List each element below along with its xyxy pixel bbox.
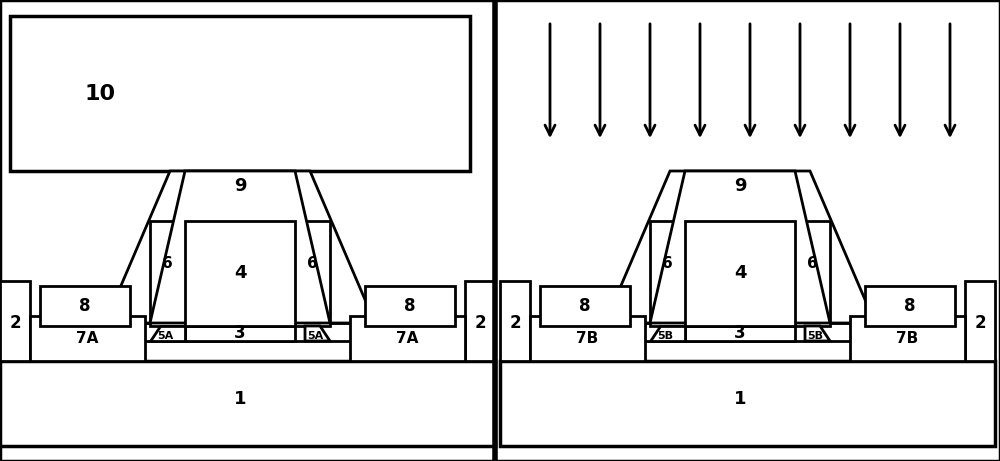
Text: 6: 6 (807, 256, 818, 271)
Text: 2: 2 (474, 314, 486, 332)
Polygon shape (150, 326, 185, 341)
Text: 6: 6 (662, 256, 673, 271)
Text: 8: 8 (79, 297, 91, 315)
Bar (30, 316, 145, 361)
Bar (650, 221, 685, 326)
Bar (0, 281, 30, 361)
Text: 6: 6 (162, 256, 173, 271)
Text: 9: 9 (734, 177, 746, 195)
Text: 9: 9 (234, 177, 246, 195)
Text: 5A: 5A (307, 331, 323, 341)
Text: 2: 2 (974, 314, 986, 332)
Bar (40, 286, 130, 326)
Polygon shape (605, 171, 875, 323)
Text: 5B: 5B (807, 331, 823, 341)
Text: 8: 8 (579, 297, 591, 315)
Bar (0, 361, 495, 446)
Bar (30, 323, 465, 341)
Polygon shape (305, 326, 330, 341)
Polygon shape (805, 326, 830, 341)
Text: 2: 2 (509, 314, 521, 332)
Bar (150, 221, 185, 326)
Text: 7A: 7A (396, 331, 419, 346)
Bar (685, 221, 795, 326)
Bar (795, 221, 830, 326)
Text: 1: 1 (234, 390, 246, 408)
Bar (865, 286, 955, 326)
Bar (295, 221, 330, 326)
Text: 2: 2 (9, 314, 21, 332)
Text: 4: 4 (734, 265, 746, 283)
Bar (965, 281, 995, 361)
Bar (530, 323, 965, 341)
Text: 6: 6 (307, 256, 318, 271)
Text: 8: 8 (404, 297, 416, 315)
Bar (10, 16, 470, 171)
Text: 5B: 5B (657, 331, 673, 341)
Text: 1: 1 (734, 390, 746, 408)
Text: 7B: 7B (576, 331, 599, 346)
Text: 4: 4 (234, 265, 246, 283)
Bar (185, 221, 295, 326)
Bar (465, 281, 495, 361)
Text: 3: 3 (234, 325, 246, 343)
Text: 7B: 7B (896, 331, 919, 346)
Text: 5A: 5A (157, 331, 173, 341)
Bar (365, 286, 455, 326)
Text: 3: 3 (734, 325, 746, 343)
Bar (500, 361, 995, 446)
Text: 7A: 7A (76, 331, 99, 346)
Bar (185, 326, 295, 341)
Bar (685, 326, 795, 341)
Text: 8: 8 (904, 297, 916, 315)
Polygon shape (650, 171, 830, 323)
Text: 10: 10 (84, 83, 116, 104)
Bar (850, 316, 965, 361)
Bar (530, 316, 645, 361)
Polygon shape (105, 171, 375, 323)
Polygon shape (650, 326, 685, 341)
Bar (540, 286, 630, 326)
Bar (500, 281, 530, 361)
Polygon shape (150, 171, 330, 323)
Bar (350, 316, 465, 361)
